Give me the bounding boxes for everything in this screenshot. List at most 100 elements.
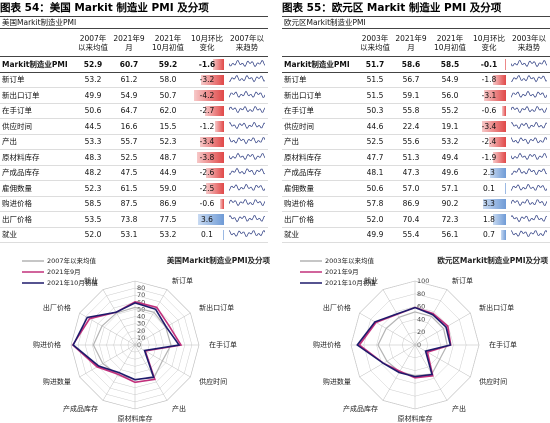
value-cell: 48.1 [358, 165, 392, 181]
change-value: -4.2 [199, 90, 215, 100]
sparkline-path [510, 90, 548, 98]
trend-sparkline [228, 152, 266, 160]
value-cell: 49.4 [430, 149, 470, 166]
change-value: -3.1 [481, 90, 497, 100]
change-cell: 0.1 [188, 227, 226, 243]
value-cell: 53.5 [76, 211, 110, 228]
panel: 图表 54：美国 Markit 制造业 PMI 及分项美国Markit制造业PM… [0, 0, 269, 243]
trend-cell [226, 149, 269, 166]
change-cell: -1.6 [188, 56, 226, 73]
category-label: 产出 [172, 404, 186, 413]
row-label: Markit制造业PMI [282, 56, 358, 73]
row-label: 出厂价格 [282, 211, 358, 228]
change-cell: -2.4 [470, 134, 508, 150]
change-bar [194, 90, 224, 101]
change-value: -3.4 [199, 137, 215, 147]
change-value: -1.6 [198, 59, 216, 69]
change-value: 0.1 [483, 183, 495, 193]
value-cell: 51.7 [358, 56, 392, 73]
change-bar [505, 183, 506, 194]
table-row: Markit制造业PMI 52.9 60.7 59.2 -1.6 [0, 56, 269, 73]
change-bar [199, 136, 224, 147]
value-cell: 54.9 [110, 87, 148, 104]
sparkline-path [510, 137, 548, 145]
value-cell: 49.9 [358, 227, 392, 243]
sparkline-path [510, 214, 548, 222]
value-cell: 53.3 [76, 134, 110, 150]
value-cell: 47.5 [110, 165, 148, 181]
sparkline-path [510, 121, 548, 129]
change-bar [206, 183, 224, 194]
data-table: 美国Markit制造业PMI 2007年以来均值 2021年9月 2021年10月初值… [0, 16, 269, 243]
trend-cell [226, 56, 269, 73]
change-bar [493, 74, 506, 85]
sparkline-path [228, 137, 266, 145]
change-value: 2.3 [483, 168, 495, 178]
value-cell: 60.7 [110, 56, 148, 73]
trend-cell [226, 227, 269, 243]
spoke [414, 312, 471, 346]
trend-sparkline [228, 137, 266, 145]
change-bar [196, 152, 224, 163]
change-cell: 0.1 [470, 180, 508, 197]
r-tick-label: 30 [137, 320, 145, 328]
change-value: -2.7 [199, 106, 215, 116]
spoke [134, 289, 168, 346]
change-bar [198, 214, 224, 225]
header-cell: 10月环比变化 [470, 28, 508, 57]
value-cell: 55.2 [430, 103, 470, 119]
r-tick-label: 100 [417, 277, 429, 285]
category-label: 在手订单 [209, 340, 237, 349]
row-label: 新订单 [282, 72, 358, 88]
sparkline-path [228, 106, 266, 114]
trend-cell [508, 180, 550, 197]
trend-sparkline [228, 214, 266, 222]
trend-cell [508, 227, 550, 243]
value-cell: 49.6 [430, 165, 470, 181]
row-label: 产出 [282, 134, 358, 150]
row-label: 新出口订单 [282, 87, 358, 104]
change-bar [201, 74, 224, 85]
sparkline-path [228, 75, 266, 83]
sparkline-path [510, 106, 548, 114]
value-cell: 56.7 [392, 72, 430, 88]
header-cell [282, 28, 358, 57]
change-cell: -0.6 [188, 196, 226, 212]
trend-cell [226, 134, 269, 150]
header-row: 2003年以来均值 2021年9月 2021年10月初值 10月环比变化 2003年以来… [282, 28, 550, 57]
change-bar [204, 105, 224, 116]
data-table: 欧元区Markit制造业PMI 2003年以来均值 2021年9月 2021年10月初… [282, 16, 550, 243]
trend-sparkline [510, 90, 548, 98]
r-tick-label: 80 [417, 290, 425, 298]
value-cell: 51.3 [392, 149, 430, 166]
row-label: 产出 [0, 134, 76, 150]
row-label: 就业 [282, 227, 358, 243]
value-cell: 58.5 [76, 196, 110, 212]
trend-sparkline [510, 199, 548, 207]
change-value: -0.6 [481, 106, 497, 116]
change-value: 3.6 [201, 214, 213, 224]
table-row: Markit制造业PMI 51.7 58.6 58.5 -0.1 [282, 56, 550, 73]
category-label: 在手订单 [489, 340, 517, 349]
change-bar [501, 229, 506, 240]
spoke [102, 289, 136, 346]
value-cell: 50.6 [358, 180, 392, 197]
radar-charts: 01020304050607080新订单新出口订单在手订单供应时间产出原材料库存… [22, 255, 548, 423]
change-cell: -0.6 [470, 103, 508, 119]
category-label: 购进价格 [33, 340, 61, 349]
value-cell: 55.7 [110, 134, 148, 150]
value-cell: 50.6 [76, 103, 110, 119]
sparkline-path [510, 168, 548, 176]
value-cell: 49.9 [76, 87, 110, 104]
change-cell: -3.4 [470, 118, 508, 135]
category-label: 新订单 [172, 276, 193, 285]
trend-sparkline [510, 59, 548, 67]
panel-title: 图表 54：美国 Markit 制造业 PMI 及分项 [0, 2, 209, 14]
value-cell: 59.1 [392, 87, 430, 104]
trend-cell [508, 149, 550, 166]
series-polygon [71, 300, 183, 384]
change-bar [505, 59, 506, 70]
header-cell: 2021年9月 [110, 28, 148, 57]
trend-sparkline [510, 75, 548, 83]
change-value: -3.4 [481, 121, 497, 131]
